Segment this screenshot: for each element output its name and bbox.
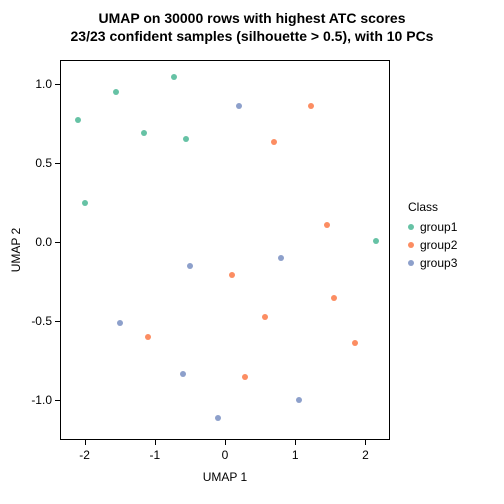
data-point [183, 136, 189, 142]
x-tick-mark [295, 440, 296, 445]
data-point [187, 263, 193, 269]
umap-scatter-chart: UMAP on 30000 rows with highest ATC scor… [0, 0, 504, 504]
chart-title-line2: 23/23 confident samples (silhouette > 0.… [0, 28, 504, 44]
data-point [75, 117, 81, 123]
x-tick-label: -1 [149, 448, 160, 462]
legend-item: group1 [408, 220, 457, 234]
x-axis-label: UMAP 1 [60, 470, 390, 484]
data-point [236, 103, 242, 109]
data-point [296, 397, 302, 403]
data-point [271, 139, 277, 145]
data-point [308, 103, 314, 109]
x-tick-mark [85, 440, 86, 445]
y-tick-label: -0.5 [28, 314, 52, 328]
data-point [262, 314, 268, 320]
x-tick-mark [225, 440, 226, 445]
data-point [229, 272, 235, 278]
data-point [145, 334, 151, 340]
chart-title-line1: UMAP on 30000 rows with highest ATC scor… [0, 10, 504, 26]
legend-label: group1 [420, 220, 457, 234]
legend-label: group2 [420, 238, 457, 252]
legend-title: Class [408, 200, 457, 214]
data-point [180, 371, 186, 377]
y-tick-mark [55, 400, 60, 401]
x-tick-label: 2 [362, 448, 369, 462]
legend-label: group3 [420, 256, 457, 270]
data-point [331, 295, 337, 301]
y-tick-mark [55, 242, 60, 243]
legend-item: group3 [408, 256, 457, 270]
data-point [113, 89, 119, 95]
data-point [82, 200, 88, 206]
legend: Class group1 group2 group3 [408, 200, 457, 274]
x-tick-label: -2 [79, 448, 90, 462]
y-tick-label: 0.5 [28, 156, 52, 170]
data-point [373, 238, 379, 244]
x-tick-label: 1 [292, 448, 299, 462]
data-point [215, 415, 221, 421]
x-tick-mark [155, 440, 156, 445]
x-tick-mark [365, 440, 366, 445]
legend-item: group2 [408, 238, 457, 252]
data-point [141, 130, 147, 136]
y-axis-label: UMAP 2 [9, 228, 23, 272]
legend-swatch [408, 260, 414, 266]
data-point [278, 255, 284, 261]
plot-area [60, 60, 390, 440]
legend-swatch [408, 224, 414, 230]
data-point [242, 374, 248, 380]
y-tick-label: 1.0 [28, 77, 52, 91]
y-tick-mark [55, 163, 60, 164]
y-tick-label: -1.0 [28, 393, 52, 407]
data-point [324, 222, 330, 228]
data-point [171, 74, 177, 80]
y-tick-label: 0.0 [28, 235, 52, 249]
x-tick-label: 0 [222, 448, 229, 462]
y-tick-mark [55, 84, 60, 85]
y-tick-mark [55, 321, 60, 322]
legend-swatch [408, 242, 414, 248]
data-point [352, 340, 358, 346]
data-point [117, 320, 123, 326]
